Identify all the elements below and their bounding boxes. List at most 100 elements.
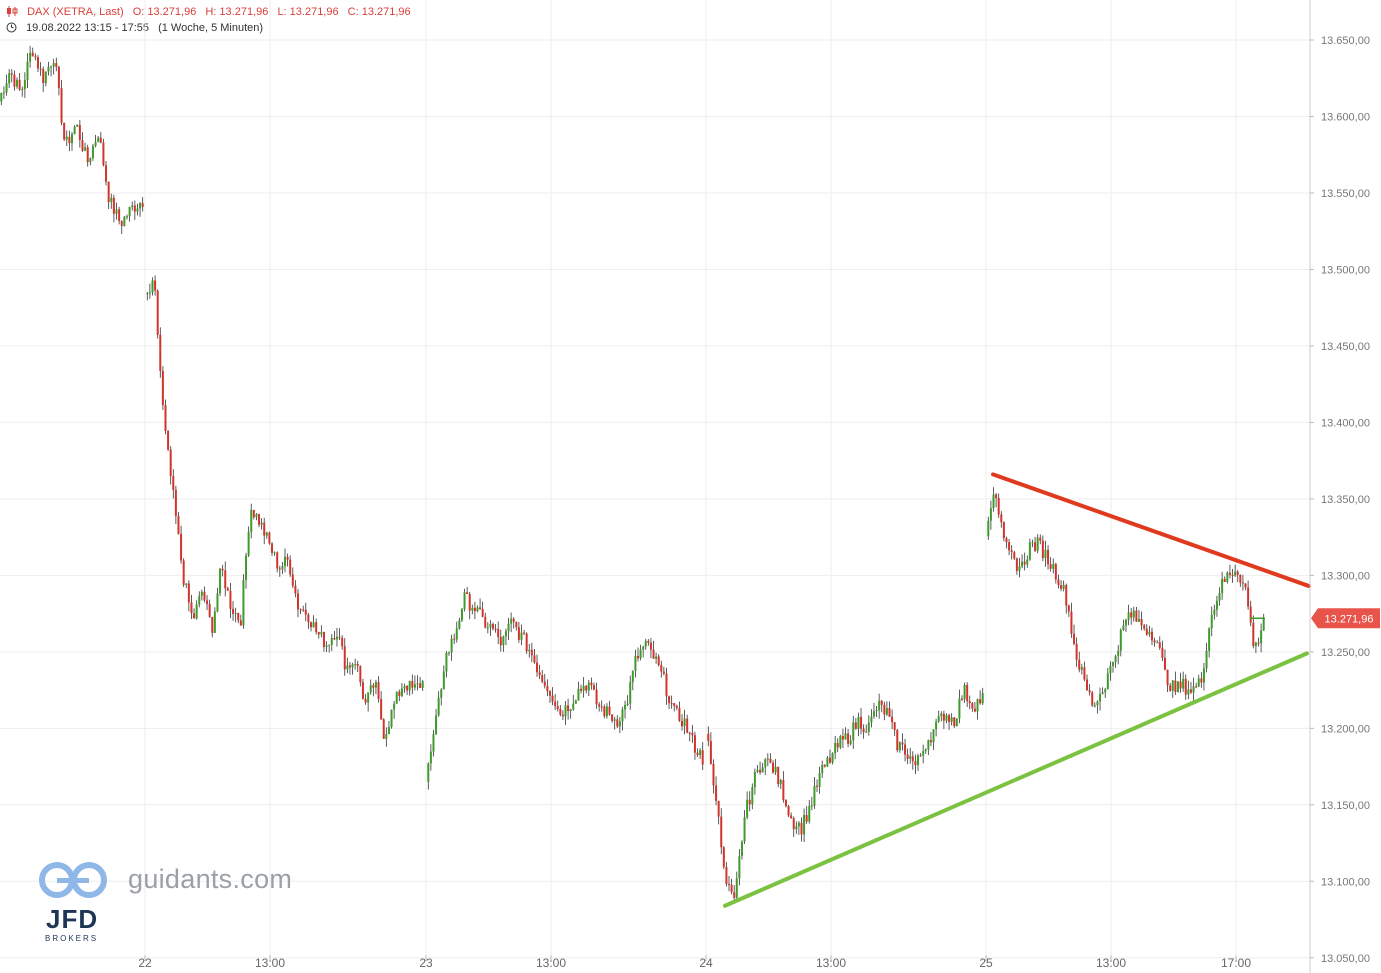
candle-body: [16, 79, 19, 87]
candle-body: [693, 735, 696, 753]
candle-body: [18, 79, 21, 90]
candle-body: [10, 73, 13, 75]
candle-body: [1008, 542, 1011, 551]
candle-body: [328, 644, 331, 646]
candle-body: [479, 607, 482, 610]
candle-body: [395, 691, 398, 704]
candle-body: [1169, 685, 1172, 691]
candle-body: [81, 139, 84, 151]
high-value: H: 13.271,96: [205, 6, 269, 18]
candle-body: [657, 656, 660, 666]
candle-body: [735, 878, 738, 898]
candle-body: [715, 785, 718, 801]
candle-body: [1257, 642, 1260, 644]
candle-body: [115, 209, 118, 214]
candle-body: [608, 706, 611, 715]
candle-body: [1028, 542, 1031, 560]
candle-body: [652, 649, 655, 659]
candle-body: [1226, 572, 1229, 582]
candle-body: [1099, 694, 1102, 702]
candle-body: [232, 608, 235, 614]
candle-body: [148, 292, 151, 294]
trendlines: [723, 472, 1311, 908]
candle-body: [320, 631, 323, 635]
candle-body: [787, 806, 790, 816]
candle-body: [600, 706, 603, 708]
candle-body: [216, 593, 219, 612]
candle-body: [1023, 561, 1026, 565]
candle-body: [1239, 574, 1242, 583]
candle-body: [564, 705, 567, 717]
candle-body: [828, 757, 831, 763]
candle-body: [489, 624, 492, 628]
candle-body: [141, 203, 144, 207]
candle-body: [904, 744, 907, 755]
candle-body: [1034, 542, 1037, 551]
candle-body: [1000, 514, 1003, 523]
candle-body: [1091, 692, 1094, 706]
candle-body: [97, 137, 100, 143]
candle-body: [1241, 582, 1244, 584]
candle-body: [1114, 655, 1117, 663]
candle-body: [36, 57, 39, 69]
candle-body: [484, 616, 487, 628]
candle-body: [78, 124, 81, 140]
candle-body: [761, 767, 764, 773]
candle-body: [953, 717, 956, 727]
candle-body: [1161, 647, 1164, 658]
candle-body: [203, 591, 206, 601]
candle-body: [1101, 692, 1104, 695]
candle-body: [538, 672, 541, 676]
candle-body: [252, 509, 255, 518]
candle-body: [429, 751, 432, 764]
candle-body: [63, 122, 66, 140]
candle-body: [1104, 689, 1107, 693]
candle-body: [968, 701, 971, 704]
candle-body: [385, 734, 388, 739]
candle-body: [84, 147, 87, 151]
candle-body: [118, 209, 121, 222]
candle-body: [808, 805, 811, 822]
candle-body: [497, 628, 500, 637]
y-tick-label: 13.300,00: [1321, 570, 1370, 582]
candle-body: [247, 531, 250, 556]
candle-body: [374, 682, 377, 688]
candle-body: [691, 732, 694, 736]
open-value: O: 13.271,96: [132, 6, 197, 18]
y-tick-label: 13.350,00: [1321, 494, 1370, 506]
candle-body: [525, 633, 528, 652]
candle-body: [688, 732, 691, 734]
candle-body: [872, 711, 875, 717]
candle-body: [800, 822, 803, 835]
y-tick-label: 13.200,00: [1321, 723, 1370, 735]
candle-body: [1187, 689, 1190, 695]
candle-body: [888, 708, 891, 717]
candle-body: [699, 750, 702, 756]
candle-body: [963, 684, 966, 700]
candle-body: [413, 684, 416, 688]
candle-body: [816, 785, 819, 787]
last-price-tag-bg: [1311, 608, 1380, 629]
candle-body: [898, 742, 901, 751]
candle-body: [1039, 537, 1042, 541]
candle-body: [187, 583, 190, 603]
candle-body: [302, 609, 305, 611]
candle-body: [592, 685, 595, 690]
candle-body: [1153, 640, 1156, 643]
candle-body: [766, 758, 769, 760]
candle-body: [753, 771, 756, 788]
candle-body: [1117, 650, 1120, 656]
candle-body: [494, 628, 497, 630]
candle-body: [707, 733, 710, 742]
candle-body: [1195, 686, 1198, 688]
candle-body: [1083, 667, 1086, 680]
candle-body: [123, 216, 126, 226]
candle-body: [541, 675, 544, 682]
candle-body: [891, 716, 894, 723]
candle-body: [1158, 642, 1161, 648]
candle-body: [1130, 612, 1133, 618]
candle-body: [924, 749, 927, 752]
candle-body: [1036, 537, 1039, 551]
candle-body: [878, 700, 881, 711]
